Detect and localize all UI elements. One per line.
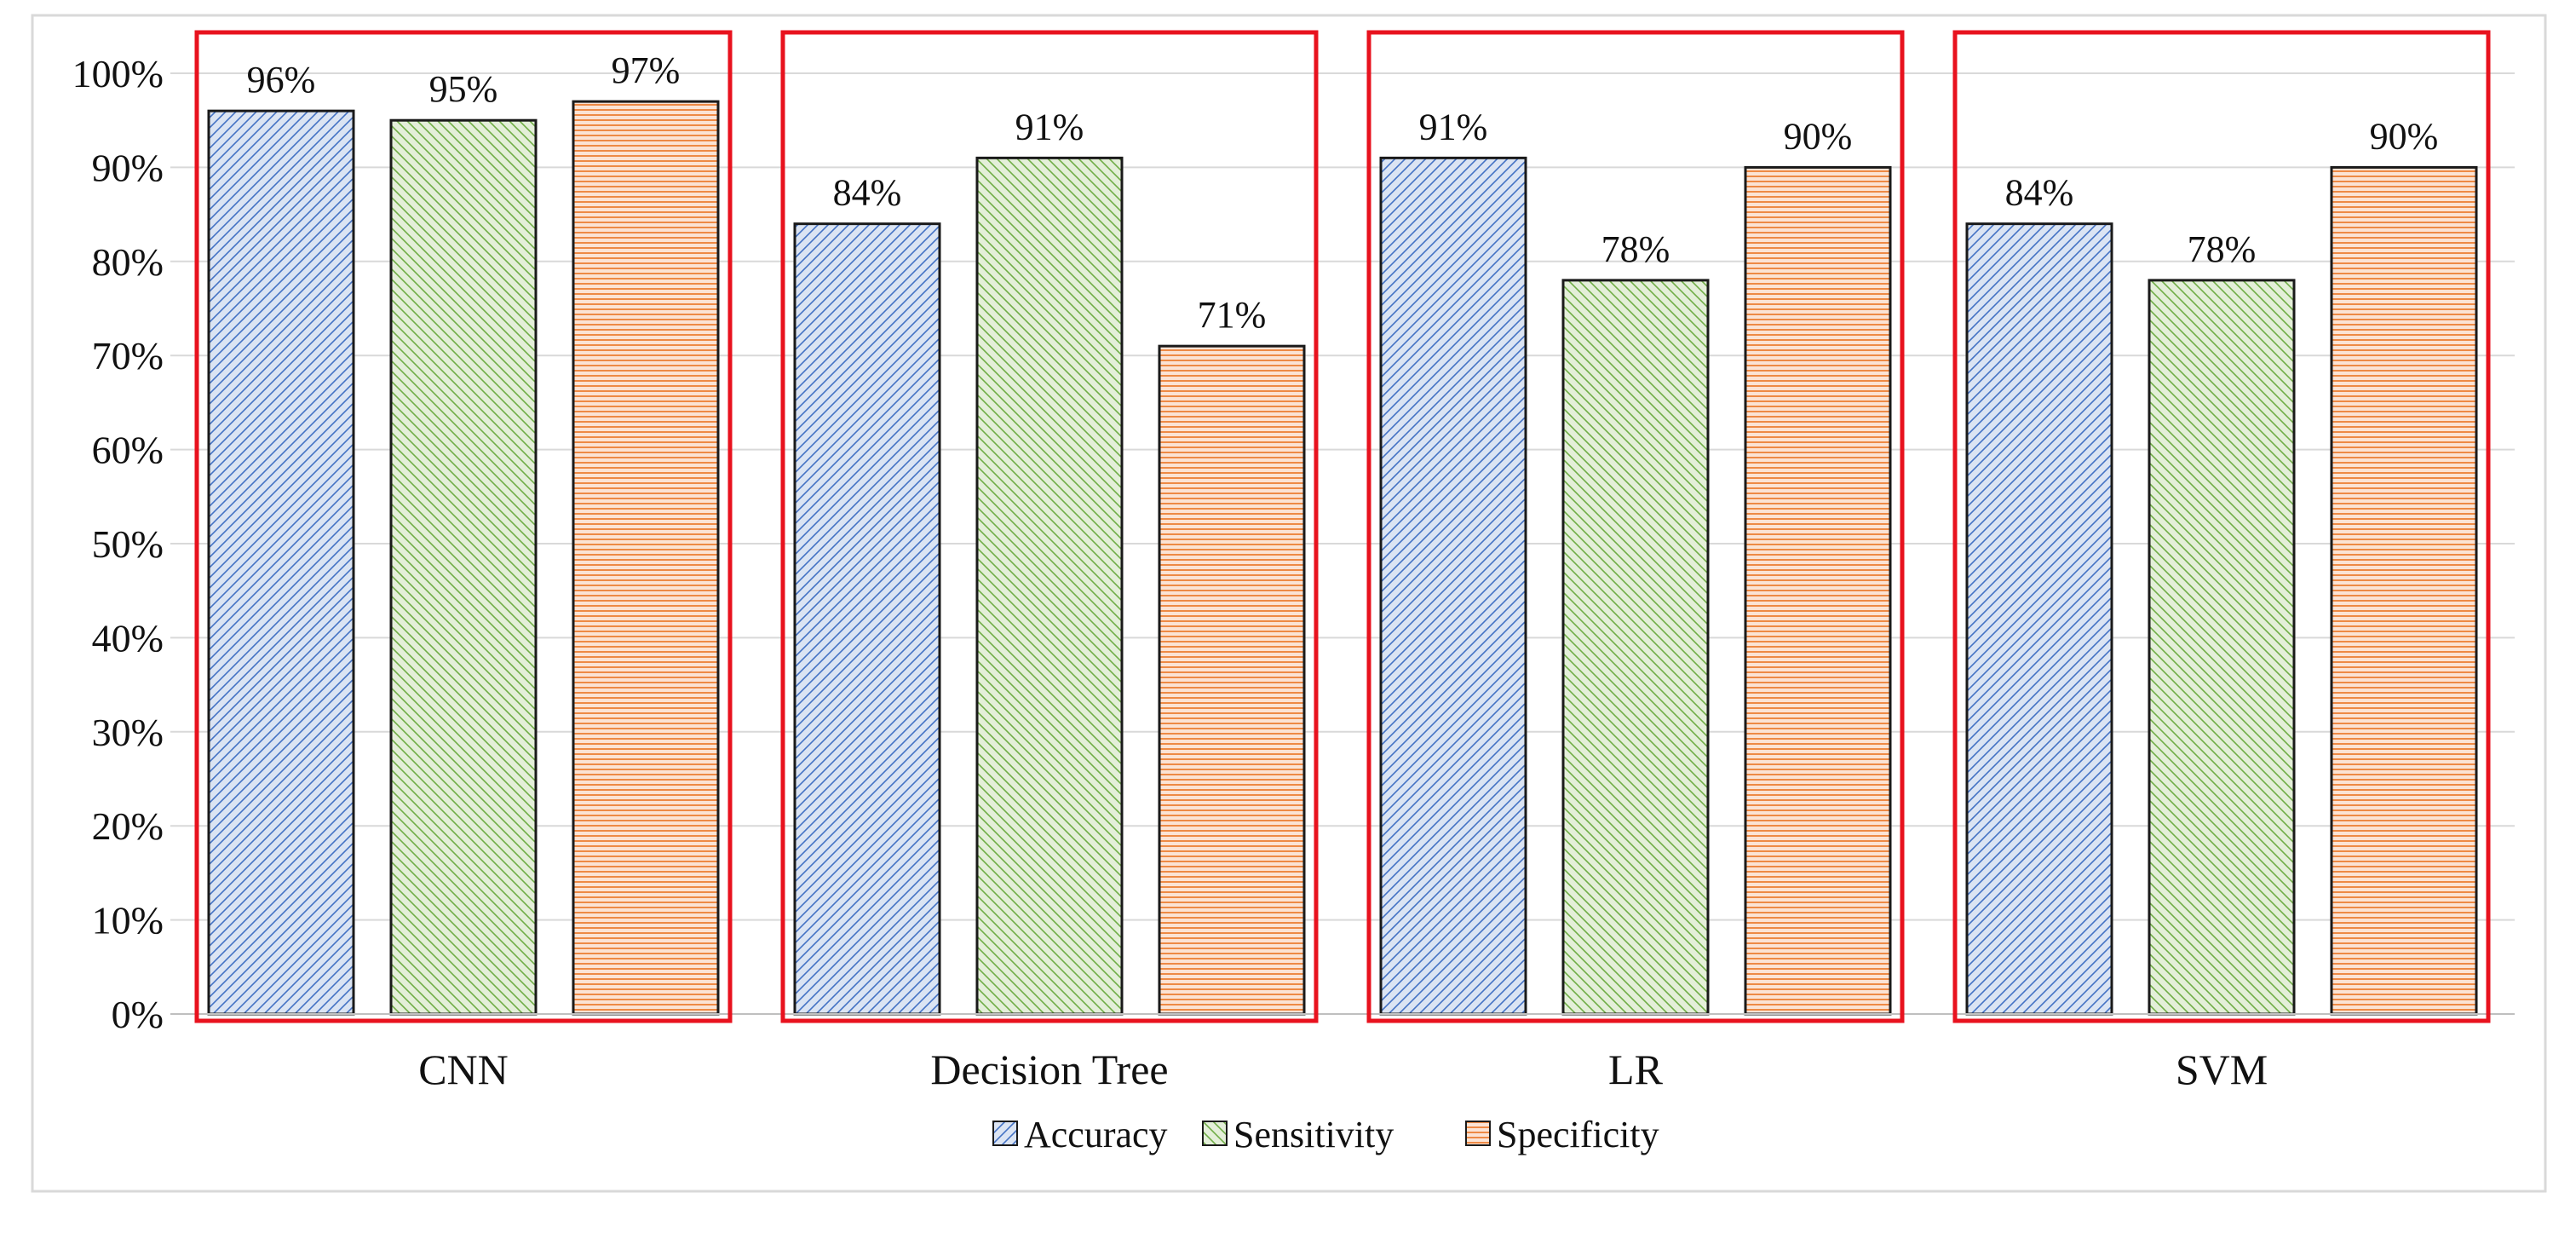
category-labels: CNN Decision Tree LR SVM [418,1046,2268,1093]
bar-cnn-accuracy [207,109,355,1016]
y-tick-label: 0% [112,993,164,1036]
data-labels: 96% 95% 97% 84% 91% 71% 91% 78% 90% 84% 78% 90% [247,49,2439,336]
category-label-lr: LR [1608,1046,1664,1093]
highlight-box-lr [1366,30,1905,1023]
y-tick-label: 90% [92,146,164,189]
highlight-box-decision-tree [780,30,1319,1023]
y-tick-label: 100% [72,52,164,95]
data-label-lr-accuracy: 91% [1419,106,1488,147]
data-label-cnn-specificity: 97% [612,49,681,91]
chart-border [31,14,2547,1193]
y-axis-ticks: 0% 10% 20% 30% 40% 50% 60% 70% 80% 90% 100% [72,52,164,1036]
y-tick-label: 40% [92,616,164,660]
bar-svm-accuracy [1965,222,2113,1016]
data-label-svm-accuracy: 84% [2005,172,2074,214]
y-tick-label: 20% [92,804,164,848]
highlight-box-svm [1952,30,2491,1023]
legend-label-accuracy: Accuracy [1024,1114,1168,1155]
data-label-lr-specificity: 90% [1784,115,1853,157]
y-tick-label: 80% [92,240,164,284]
legend: Accuracy Sensitivity Specificity [992,1114,1659,1155]
gridlines [170,72,2515,921]
data-label-lr-sensitivity: 78% [1601,228,1670,270]
bar-cnn-specificity [572,100,720,1016]
bar-svm-specificity [2330,165,2478,1016]
bar-lr-specificity [1744,165,1892,1016]
highlight-boxes [194,30,2491,1023]
y-tick-label: 60% [92,429,164,472]
bar-cnn-sensitivity [389,118,538,1016]
data-label-decision-tree-specificity: 71% [1198,294,1267,336]
category-label-decision-tree: Decision Tree [930,1046,1168,1093]
y-tick-label: 50% [92,522,164,566]
legend-label-sensitivity: Sensitivity [1233,1114,1394,1155]
legend-label-specificity: Specificity [1497,1114,1659,1155]
data-label-decision-tree-sensitivity: 91% [1015,106,1084,147]
bar-decision-tree-sensitivity [975,156,1124,1016]
bars [207,100,2478,1016]
legend-swatch-sensitivity [1202,1121,1228,1146]
category-label-cnn: CNN [418,1046,509,1093]
y-tick-label: 10% [92,899,164,942]
bar-decision-tree-accuracy [793,222,941,1016]
data-label-svm-specificity: 90% [2370,115,2439,157]
bar-lr-accuracy [1379,156,1527,1016]
bar-decision-tree-specificity [1158,344,1306,1016]
data-label-svm-sensitivity: 78% [2188,228,2257,270]
bar-svm-sensitivity [2148,279,2296,1016]
y-tick-label: 70% [92,334,164,377]
bar-lr-sensitivity [1561,279,1710,1016]
y-tick-label: 30% [92,711,164,754]
legend-swatch-specificity [1465,1121,1491,1146]
data-label-cnn-accuracy: 96% [247,59,316,101]
highlight-box-cnn [194,30,733,1023]
data-label-cnn-sensitivity: 95% [429,68,498,110]
category-label-svm: SVM [2176,1046,2268,1093]
data-label-decision-tree-accuracy: 84% [833,172,902,214]
legend-swatch-accuracy [992,1121,1018,1146]
